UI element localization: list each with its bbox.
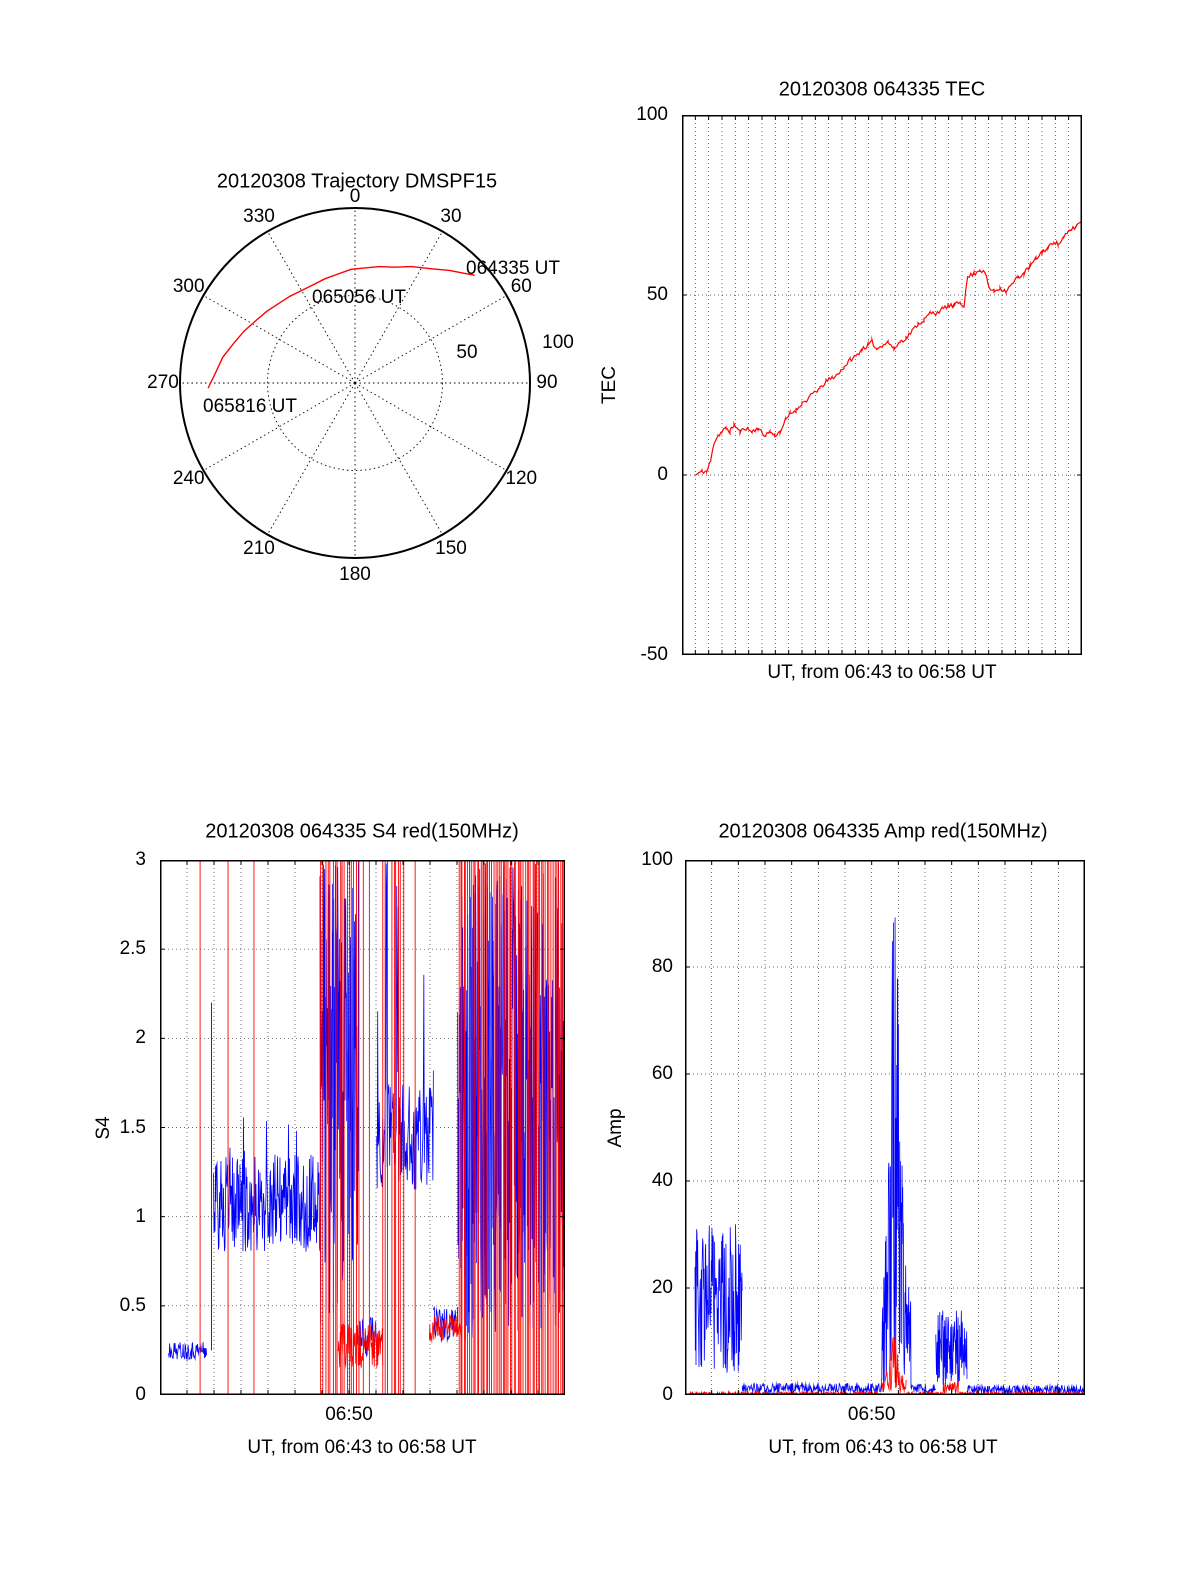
polar-azimuth-label: 210 [243, 538, 275, 560]
y-tick-label: 40 [651, 1170, 673, 1191]
trajectory-annotation-end: 065816 UT [203, 396, 298, 417]
s4-xlabel: UT, from 06:43 to 06:58 UT [247, 1437, 477, 1459]
x-tick-label: 06:50 [847, 1404, 896, 1425]
polar-azimuth-label: 180 [339, 564, 371, 586]
y-tick-label: 100 [641, 849, 673, 870]
s4-title: 20120308 064335 S4 red(150MHz) [205, 820, 519, 843]
amp-ylabel: Amp [605, 1108, 627, 1148]
polar-azimuth-label: 30 [440, 205, 462, 227]
polar-azimuth-label: 0 [349, 186, 361, 208]
y-tick-label: 60 [651, 1063, 673, 1084]
y-tick-label: 3 [135, 849, 146, 870]
polar-radial-tick-100: 100 [542, 332, 574, 354]
tec-ylabel: TEC [599, 366, 621, 404]
y-tick-label: 80 [651, 956, 673, 977]
y-tick-label: 0.5 [119, 1294, 146, 1316]
y-tick-label: 0 [662, 1384, 673, 1405]
amp-xlabel: UT, from 06:43 to 06:58 UT [768, 1437, 998, 1459]
y-tick-label: -50 [640, 644, 668, 665]
y-tick-label: 0 [657, 464, 668, 485]
polar-azimuth-label: 270 [147, 372, 179, 394]
amp-plot-canvas [685, 860, 1085, 1395]
polar-azimuth-label: 120 [505, 468, 538, 490]
tec-xlabel: UT, from 06:43 to 06:58 UT [767, 662, 997, 684]
trajectory-annotation-start: 064335 UT [466, 258, 561, 279]
polar-azimuth-label: 150 [435, 538, 467, 560]
y-tick-label: 20 [651, 1277, 673, 1298]
tec-title: 20120308 064335 TEC [778, 78, 986, 101]
trajectory-polar-canvas [140, 168, 580, 608]
y-tick-label: 1.5 [119, 1116, 146, 1138]
s4-plot-canvas [160, 860, 565, 1395]
amp-title: 20120308 064335 Amp red(150MHz) [718, 820, 1048, 843]
tec-plot-canvas [682, 115, 1082, 655]
x-tick-label: 06:50 [325, 1404, 373, 1425]
polar-azimuth-label: 240 [172, 468, 205, 490]
y-tick-label: 1 [135, 1205, 146, 1227]
y-tick-label: 100 [636, 104, 668, 125]
polar-radial-tick-50: 50 [456, 342, 478, 364]
y-tick-label: 2.5 [119, 938, 146, 960]
trajectory-annotation-mid: 065056 UT [312, 287, 407, 308]
polar-azimuth-label: 60 [510, 276, 532, 298]
polar-azimuth-label: 330 [243, 205, 275, 227]
polar-azimuth-label: 90 [536, 372, 558, 394]
y-tick-label: 50 [646, 284, 668, 305]
y-tick-label: 2 [135, 1027, 146, 1049]
y-tick-label: 0 [135, 1384, 146, 1405]
polar-azimuth-label: 300 [172, 276, 205, 298]
